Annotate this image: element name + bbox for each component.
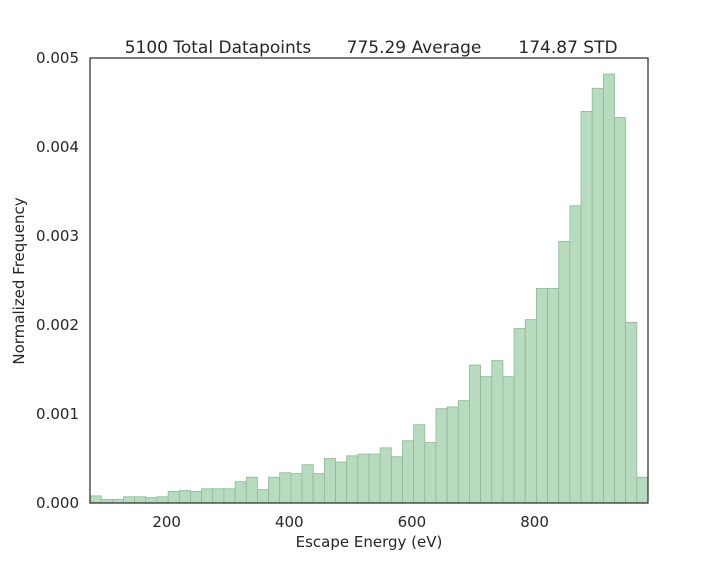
histogram-bar (480, 376, 493, 504)
bars-group (89, 73, 649, 504)
histogram-bar (536, 288, 548, 504)
histogram-bar (335, 461, 348, 504)
histogram-bar (390, 456, 403, 504)
histogram-bar (89, 495, 102, 504)
histogram-bar (368, 453, 381, 504)
histogram-bar (156, 496, 169, 504)
x-tick-label: 400 (275, 513, 304, 531)
y-tick-label: 0.001 (36, 405, 79, 423)
y-tick-labels: 0.000 0.001 0.002 0.003 0.004 0.005 (36, 49, 79, 512)
histogram-bar (569, 205, 582, 504)
x-tick-label: 800 (520, 513, 549, 531)
y-tick-label: 0.005 (36, 49, 79, 67)
histogram-bar (212, 488, 225, 504)
y-tick-label: 0.000 (36, 494, 79, 512)
histogram-bar (457, 400, 470, 504)
histogram-bar (256, 489, 269, 504)
histogram-bar (614, 117, 627, 504)
histogram-bar (201, 488, 214, 504)
histogram-bar (502, 376, 515, 504)
x-tick-label: 600 (398, 513, 427, 531)
histogram-bar (379, 447, 392, 504)
y-axis-label: Normalized Frequency (10, 197, 28, 364)
histogram-bar (446, 406, 459, 504)
histogram-bar (323, 458, 336, 504)
histogram-bar (123, 496, 136, 504)
histogram-bar (413, 424, 426, 504)
histogram-bar (145, 497, 158, 504)
x-axis-label: Escape Energy (eV) (296, 533, 443, 551)
histogram-bar (547, 288, 560, 504)
histogram-bar (290, 473, 303, 504)
histogram-bar (469, 364, 482, 504)
x-tick-labels: 200 400 600 800 (152, 513, 549, 531)
chart-title-total: 5100 Total Datapoints (125, 38, 312, 58)
histogram-bar (234, 481, 247, 504)
histogram-bar (636, 476, 649, 504)
histogram-bar (591, 87, 604, 504)
histogram-bar (167, 491, 180, 504)
y-tick-label: 0.003 (36, 227, 79, 245)
histogram-bar (279, 472, 292, 504)
histogram-bar (513, 328, 526, 504)
histogram-bar (580, 111, 593, 504)
histogram-bar (625, 321, 638, 504)
histogram-bar (357, 453, 370, 504)
y-tick-label: 0.004 (36, 138, 79, 156)
histogram-bar (346, 455, 359, 504)
plot-frame (89, 57, 649, 504)
histogram-bar (190, 491, 203, 504)
histogram-bar (223, 488, 236, 504)
histogram-bar (435, 408, 448, 504)
histogram-bar (558, 240, 571, 504)
histogram-bar (268, 476, 281, 504)
histogram-bar (491, 360, 504, 504)
histogram-bar (134, 496, 147, 504)
chart-title-average: 775.29 Average (347, 38, 482, 58)
histogram-bar (301, 464, 314, 504)
chart-title-std: 174.87 STD (518, 38, 617, 58)
histogram-bar (424, 442, 437, 504)
histogram-bar (245, 476, 258, 504)
histogram-bar (178, 490, 191, 504)
histogram-bar (312, 473, 325, 504)
y-tick-label: 0.002 (36, 316, 79, 334)
histogram-bar (402, 440, 415, 504)
x-tick-label: 200 (152, 513, 181, 531)
histogram-bar (524, 319, 537, 504)
histogram-bar (602, 73, 615, 504)
